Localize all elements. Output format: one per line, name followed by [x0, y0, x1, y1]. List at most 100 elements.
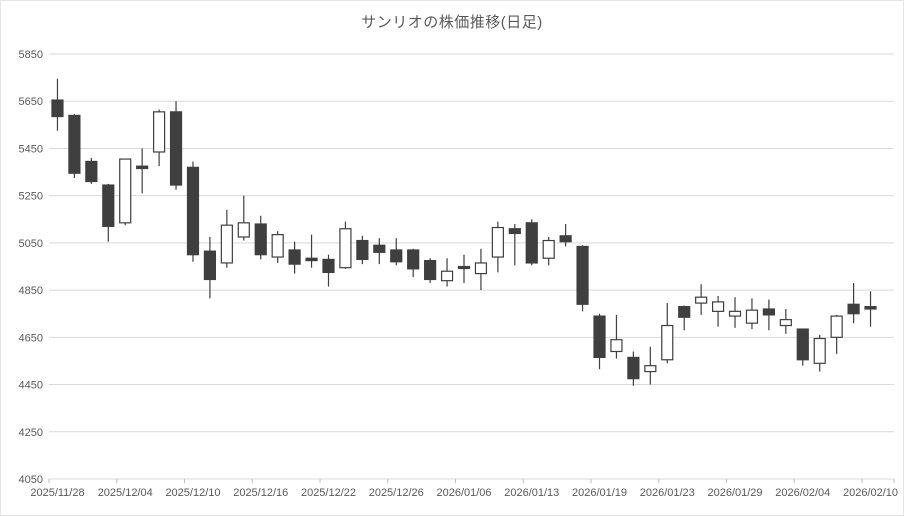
candle-body-up [119, 158, 132, 224]
candle-body-down [322, 258, 335, 274]
candle-body-up [339, 228, 352, 269]
candle-body-up [695, 296, 708, 304]
candle [305, 234, 318, 268]
candle-body-up [440, 270, 454, 282]
candle-body-down [576, 245, 589, 305]
candle-body-up [830, 315, 843, 338]
y-axis-label: 5850 [19, 49, 43, 61]
candle-body-down [508, 228, 521, 235]
candle-body-up [153, 111, 166, 153]
candle [119, 158, 132, 226]
candle [373, 238, 386, 265]
y-axis-label: 5450 [19, 143, 43, 155]
candle [830, 314, 843, 354]
candle-body-down [457, 265, 471, 270]
y-axis-label: 5650 [19, 96, 43, 108]
y-axis-label: 5250 [19, 191, 43, 203]
candle [644, 346, 657, 385]
candle [627, 351, 640, 386]
candle [762, 299, 775, 331]
candle [271, 231, 284, 263]
candle-body-down [136, 165, 149, 170]
candle [51, 78, 64, 131]
candle [220, 209, 233, 268]
candle [593, 313, 606, 370]
candle [779, 309, 792, 334]
x-axis-label: 2025/11/28 [30, 487, 84, 499]
candle [136, 148, 149, 194]
candle-body-up [542, 239, 555, 259]
x-axis-label: 2026/02/10 [843, 487, 898, 499]
candle [339, 221, 352, 269]
candle-body-down [762, 308, 775, 316]
candle [559, 224, 572, 247]
candle [254, 215, 267, 260]
candle [661, 303, 674, 364]
candle-body-down [102, 184, 115, 227]
candle [68, 114, 81, 178]
candle-body-down [424, 259, 437, 281]
y-axis-label: 4850 [19, 285, 43, 297]
candle-body-down [254, 223, 267, 256]
x-axis-label: 2026/01/06 [436, 487, 491, 499]
candle-body-up [491, 226, 504, 258]
candle [407, 248, 420, 278]
candle-body-down [203, 250, 217, 281]
candle [203, 236, 217, 299]
candle [576, 245, 589, 312]
y-axis-label: 4250 [19, 427, 43, 439]
candle [457, 254, 471, 284]
candle-body-down [51, 99, 64, 118]
candle-body-down [305, 257, 318, 262]
y-axis-label: 4050 [19, 474, 43, 486]
candle-body-up [610, 339, 623, 353]
candle-body-up [220, 224, 233, 264]
candle [169, 101, 183, 190]
candle [847, 283, 860, 324]
candle-body-down [356, 239, 369, 261]
y-axis-label: 5050 [19, 238, 43, 250]
candle-body-down [593, 315, 606, 359]
candle [153, 109, 166, 167]
y-axis-label: 4650 [19, 332, 43, 344]
candle [440, 258, 454, 287]
candle-body-up [745, 309, 759, 324]
candle [678, 305, 691, 331]
candle-body-up [271, 234, 284, 258]
candle [237, 195, 250, 241]
candle-body-down [796, 328, 809, 361]
candle [542, 236, 555, 266]
candle-body-down [186, 166, 200, 256]
candle-body-up [728, 310, 742, 317]
candle [813, 334, 826, 372]
x-axis-label: 2026/01/19 [572, 487, 627, 499]
candle-body-up [813, 337, 826, 364]
x-axis-label: 2025/12/22 [301, 487, 356, 499]
candle [102, 183, 115, 242]
candle [491, 221, 504, 273]
candle [610, 314, 623, 359]
candle [525, 219, 538, 266]
candle [85, 157, 98, 184]
candle [508, 224, 521, 266]
candle-body-down [525, 222, 538, 264]
candle-body-up [474, 262, 488, 275]
candle [695, 284, 708, 315]
x-axis-label: 2025/12/10 [165, 487, 220, 499]
candle [390, 238, 403, 266]
candle [745, 298, 759, 330]
candle-body-down [169, 111, 183, 186]
candle [796, 328, 809, 366]
candle-body-down [627, 356, 640, 380]
candle-body-down [68, 114, 81, 174]
x-axis-label: 2026/01/13 [504, 487, 559, 499]
candle [186, 161, 200, 262]
candle-body-down [373, 244, 386, 253]
y-axis-label: 4450 [19, 380, 43, 392]
x-axis-label: 2026/01/23 [640, 487, 695, 499]
candle-body-down [847, 303, 860, 315]
candle [322, 254, 335, 287]
candle-body-up [779, 319, 792, 327]
candle [356, 235, 369, 265]
x-axis-label: 2025/12/16 [233, 487, 288, 499]
